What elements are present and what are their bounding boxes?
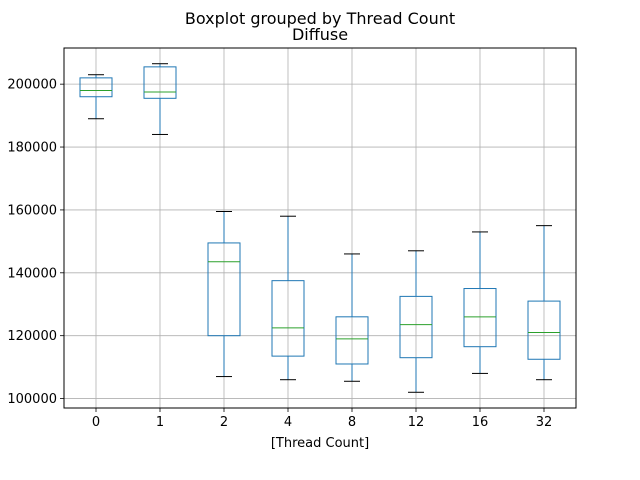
box-group-32 [527, 225, 561, 381]
iqr-box [399, 295, 433, 359]
x-tick-label: 4 [284, 415, 292, 430]
plot-frame [63, 47, 577, 409]
x-tick-label: 8 [348, 415, 356, 430]
y-tick-label: 140000 [7, 266, 57, 281]
iqr-box [463, 288, 497, 348]
box-layer [79, 63, 561, 393]
box-group-16 [463, 231, 497, 374]
chart-suptitle: Boxplot grouped by Thread Count [185, 9, 455, 28]
iqr-box [207, 242, 241, 337]
grid-layer [64, 48, 576, 408]
y-tick-label: 160000 [7, 203, 57, 218]
iqr-box [143, 66, 177, 99]
iqr-box [79, 77, 113, 98]
chart-title: Diffuse [292, 25, 348, 44]
x-tick-label: 0 [92, 415, 100, 430]
box-group-2 [207, 210, 241, 378]
y-tick-label: 100000 [7, 392, 57, 407]
box-group-12 [399, 250, 433, 393]
iqr-box [527, 300, 561, 360]
box-group-4 [271, 215, 305, 381]
x-tick-label: 1 [156, 415, 164, 430]
y-tick-label: 200000 [7, 78, 57, 93]
box-group-0 [79, 74, 113, 120]
x-tick-label: 16 [472, 415, 489, 430]
x-tick-label: 2 [220, 415, 228, 430]
y-tick-label: 180000 [7, 141, 57, 156]
iqr-box [335, 316, 369, 365]
x-tick-label: 12 [408, 415, 425, 430]
box-group-8 [335, 253, 369, 382]
x-axis-label: [Thread Count] [271, 436, 369, 451]
x-tick-label: 32 [536, 415, 553, 430]
y-tick-label: 120000 [7, 329, 57, 344]
box-group-1 [143, 63, 177, 135]
iqr-box [271, 280, 305, 357]
tick-layer: 0 1 2 4 8 12 16 3210000012000014000016000018000… [7, 78, 552, 430]
